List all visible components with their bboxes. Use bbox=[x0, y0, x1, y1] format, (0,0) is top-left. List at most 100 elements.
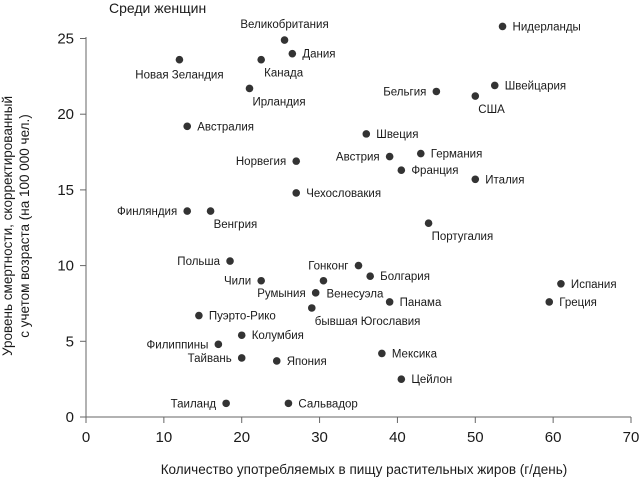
point-label: Румыния bbox=[257, 288, 305, 300]
point-label: Пуэрто-Рико bbox=[209, 311, 276, 323]
point-label: Венгрия bbox=[214, 219, 258, 231]
data-point bbox=[397, 166, 406, 175]
data-point bbox=[237, 354, 246, 362]
point-label: Новая Зеландия bbox=[135, 70, 223, 82]
data-point bbox=[311, 289, 320, 297]
x-tick-label: 40 bbox=[389, 429, 406, 446]
data-points bbox=[175, 22, 565, 408]
point-label: Австрия bbox=[336, 152, 380, 164]
point-label: Германия bbox=[431, 149, 483, 161]
point-label: Нидерланды bbox=[513, 21, 581, 33]
y-axis-title-line-2: с учетом возраста (на 100 000 чел.) bbox=[17, 114, 32, 338]
data-point bbox=[490, 81, 499, 90]
x-tick-label: 20 bbox=[233, 429, 250, 446]
point-label: Канада bbox=[264, 68, 304, 80]
point-label: Дания bbox=[302, 49, 335, 61]
x-tick-label: 70 bbox=[623, 429, 640, 446]
data-point bbox=[545, 298, 554, 306]
data-point bbox=[378, 349, 386, 358]
point-label: Испания bbox=[571, 279, 617, 291]
x-tick-label: 10 bbox=[156, 429, 173, 446]
point-label: Чили bbox=[224, 276, 251, 288]
point-label: Швеция bbox=[376, 129, 418, 141]
chart-title: Среди женщин bbox=[109, 0, 206, 16]
data-point bbox=[226, 257, 234, 265]
data-point bbox=[416, 149, 425, 158]
data-point bbox=[175, 55, 184, 64]
y-tick-label: 25 bbox=[57, 31, 74, 48]
point-label: США bbox=[478, 104, 505, 116]
y-tick-label: 15 bbox=[57, 182, 74, 199]
y-tick-label: 5 bbox=[66, 333, 74, 350]
point-label: Тайвань bbox=[188, 353, 232, 365]
x-axis-title: Количество употребляемых в пищу растител… bbox=[161, 462, 568, 477]
data-point bbox=[385, 152, 394, 161]
point-label: Филиппины bbox=[147, 339, 209, 351]
y-ticks: 0 5 10 15 20 25 bbox=[57, 31, 86, 426]
point-label: Бельгия bbox=[383, 86, 426, 98]
point-label: Финляндия bbox=[117, 206, 177, 218]
data-point bbox=[354, 261, 363, 270]
point-label: Франция bbox=[411, 165, 458, 177]
data-point bbox=[272, 357, 281, 365]
data-point bbox=[183, 207, 192, 215]
point-label: Цейлон bbox=[411, 374, 452, 386]
data-point bbox=[284, 399, 293, 408]
point-label: Колумбия bbox=[252, 330, 304, 342]
data-point bbox=[498, 22, 507, 31]
point-label: Болгария bbox=[380, 271, 430, 283]
point-label: Таиланд bbox=[171, 398, 217, 410]
data-point bbox=[206, 207, 215, 215]
data-point bbox=[257, 276, 265, 285]
point-label: бывшая Югославия bbox=[315, 316, 421, 328]
point-label: Ирландия bbox=[253, 96, 306, 108]
data-point bbox=[471, 92, 480, 100]
data-point bbox=[397, 375, 406, 383]
data-point bbox=[214, 340, 223, 349]
point-label: Польша bbox=[177, 256, 220, 268]
y-tick-label: 10 bbox=[57, 258, 74, 275]
data-point bbox=[237, 331, 246, 340]
x-ticks: 0 10 20 30 40 50 60 70 bbox=[82, 417, 640, 446]
x-tick-label: 0 bbox=[82, 429, 90, 446]
x-tick-label: 50 bbox=[467, 429, 484, 446]
data-point bbox=[257, 55, 265, 64]
point-labels: Нидерланды Великобритания Дания Новая Зелан… bbox=[117, 19, 617, 410]
point-label: Япония bbox=[287, 356, 327, 368]
y-axis-title-line-1: Уровень смертности, скорректированный bbox=[0, 96, 15, 356]
data-point bbox=[288, 49, 297, 58]
point-label: Швейцария bbox=[505, 80, 566, 92]
point-label: Греция bbox=[559, 297, 597, 309]
data-point bbox=[280, 36, 289, 44]
point-label: Сальвадор bbox=[298, 398, 357, 410]
data-point bbox=[319, 276, 328, 285]
point-label: Панама bbox=[400, 297, 442, 309]
point-label: Австралия bbox=[197, 121, 254, 133]
data-point bbox=[362, 130, 371, 138]
point-label: Норвегия bbox=[236, 156, 286, 168]
point-label: Португалия bbox=[432, 231, 494, 243]
data-point bbox=[385, 298, 394, 306]
point-label: Великобритания bbox=[240, 19, 328, 31]
point-label: Италия bbox=[485, 174, 524, 186]
y-tick-label: 0 bbox=[66, 409, 74, 426]
data-point bbox=[195, 311, 203, 320]
x-tick-label: 60 bbox=[545, 429, 562, 446]
point-label: Мексика bbox=[392, 348, 438, 360]
data-point bbox=[557, 279, 565, 288]
point-label: Чехословакия bbox=[306, 188, 381, 200]
data-point bbox=[292, 189, 301, 197]
y-tick-label: 20 bbox=[57, 106, 74, 123]
data-point bbox=[245, 84, 254, 93]
data-point bbox=[471, 175, 480, 184]
data-point bbox=[424, 219, 433, 228]
data-point bbox=[307, 304, 316, 312]
x-tick-label: 30 bbox=[311, 429, 328, 446]
data-point bbox=[366, 272, 374, 280]
data-point bbox=[183, 122, 192, 131]
data-point bbox=[292, 157, 301, 165]
point-label: Венесуэла bbox=[326, 289, 384, 301]
point-label: Гонконг bbox=[308, 261, 348, 273]
